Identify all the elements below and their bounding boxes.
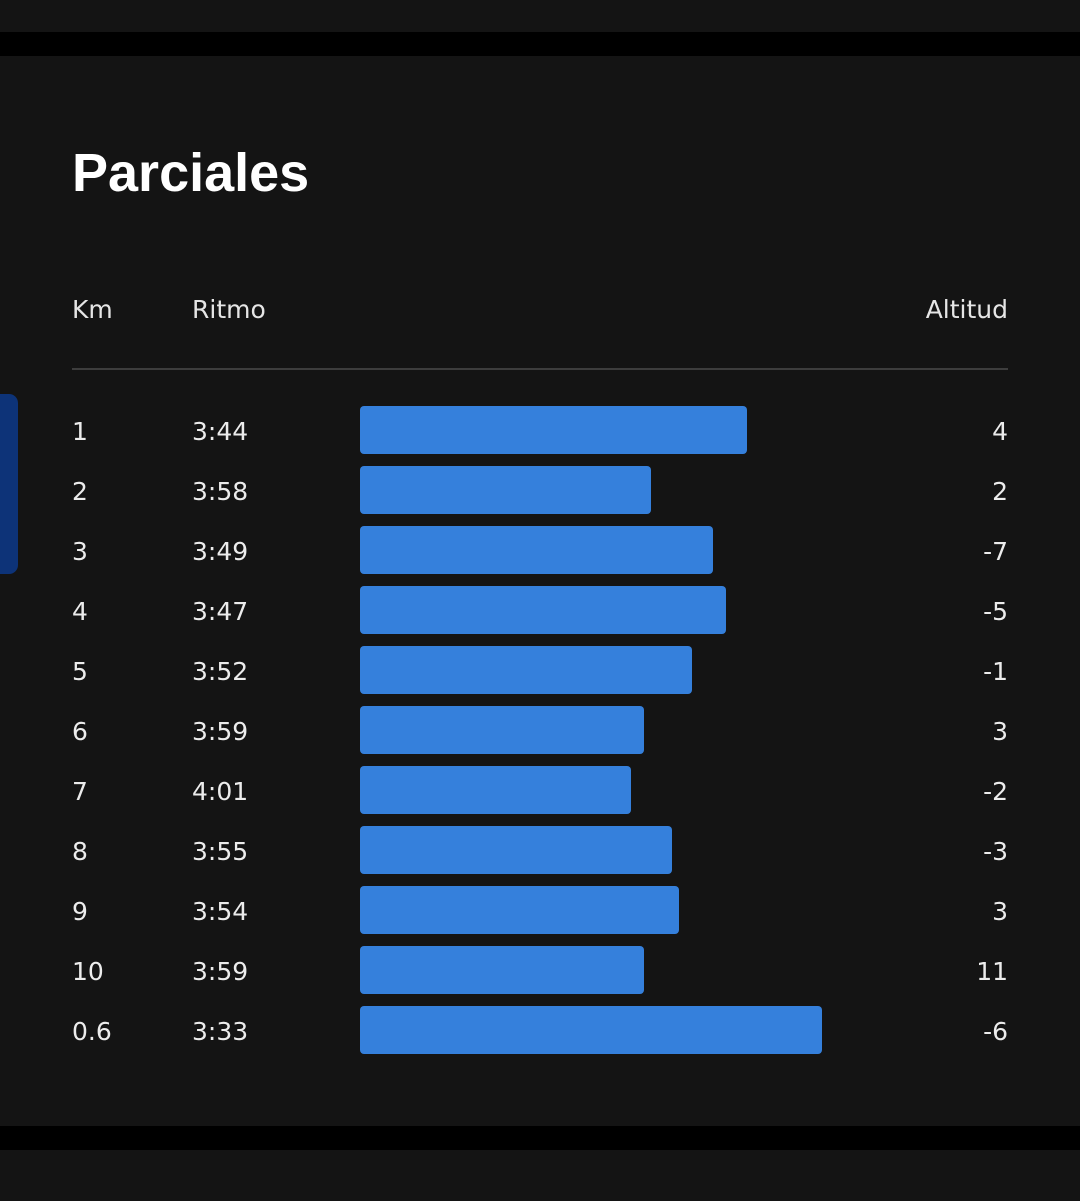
pace-bar [360,1006,822,1054]
split-elevation: -6 [983,1017,1008,1046]
header-divider [72,368,1008,370]
split-elevation: 2 [992,477,1008,506]
split-km: 9 [72,897,88,926]
split-elevation: -5 [983,597,1008,626]
split-elevation: 3 [992,897,1008,926]
split-pace: 3:52 [192,657,249,686]
split-row: 0.6 3:33 -6 [0,1002,1080,1062]
split-elevation: -7 [983,537,1008,566]
pace-bar [360,826,672,874]
split-row: 9 3:54 3 [0,882,1080,942]
split-pace: 3:33 [192,1017,249,1046]
split-km: 1 [72,417,88,446]
column-header-km: Km [72,295,113,324]
pace-bar [360,466,651,514]
split-elevation: 3 [992,717,1008,746]
split-km: 4 [72,597,88,626]
split-pace: 4:01 [192,777,249,806]
page-title: Parciales [72,143,310,203]
split-km: 3 [72,537,88,566]
split-row: 10 3:59 11 [0,942,1080,1002]
split-km: 2 [72,477,88,506]
splits-table: 1 3:44 4 2 3:58 2 3 3:49 -7 4 3:47 -5 5 3:52 -1 6 3:59 3 7… [0,402,1080,1062]
pace-bar [360,526,713,574]
split-elevation: -3 [983,837,1008,866]
split-elevation: 4 [992,417,1008,446]
split-km: 5 [72,657,88,686]
split-pace: 3:58 [192,477,249,506]
side-tab-handle[interactable] [0,394,18,574]
split-elevation: -1 [983,657,1008,686]
column-header-elevation: Altitud [925,295,1008,324]
split-pace: 3:55 [192,837,249,866]
column-header-pace: Ritmo [192,295,266,324]
top-band [0,32,1080,56]
split-km: 7 [72,777,88,806]
split-pace: 3:54 [192,897,249,926]
split-row: 3 3:49 -7 [0,522,1080,582]
split-row: 2 3:58 2 [0,462,1080,522]
split-row: 8 3:55 -3 [0,822,1080,882]
split-km: 8 [72,837,88,866]
split-pace: 3:44 [192,417,249,446]
split-row: 1 3:44 4 [0,402,1080,462]
pace-bar [360,646,692,694]
split-km: 10 [72,957,104,986]
pace-bar [360,586,726,634]
split-elevation: 11 [976,957,1008,986]
split-pace: 3:47 [192,597,249,626]
pace-bar [360,706,644,754]
pace-bar [360,766,631,814]
pace-bar [360,406,747,454]
split-row: 4 3:47 -5 [0,582,1080,642]
split-pace: 3:49 [192,537,249,566]
split-km: 6 [72,717,88,746]
bottom-band [0,1126,1080,1150]
split-km: 0.6 [72,1017,112,1046]
pace-bar [360,886,679,934]
split-pace: 3:59 [192,957,249,986]
split-row: 5 3:52 -1 [0,642,1080,702]
pace-bar [360,946,644,994]
split-elevation: -2 [983,777,1008,806]
split-row: 6 3:59 3 [0,702,1080,762]
split-pace: 3:59 [192,717,249,746]
split-row: 7 4:01 -2 [0,762,1080,822]
